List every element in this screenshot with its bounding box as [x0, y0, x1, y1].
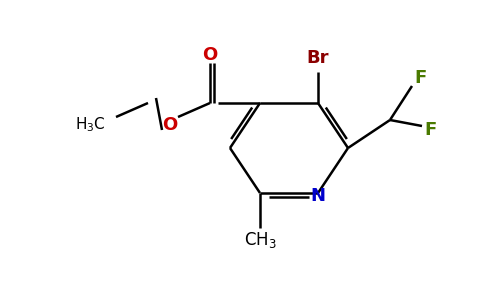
Text: F: F — [424, 121, 436, 139]
Text: Br: Br — [307, 49, 329, 67]
Text: F: F — [414, 69, 426, 87]
Text: O: O — [162, 116, 178, 134]
Text: O: O — [202, 46, 218, 64]
Text: N: N — [311, 187, 326, 205]
Text: H$_3$C: H$_3$C — [76, 116, 106, 134]
Text: CH$_3$: CH$_3$ — [243, 230, 276, 250]
